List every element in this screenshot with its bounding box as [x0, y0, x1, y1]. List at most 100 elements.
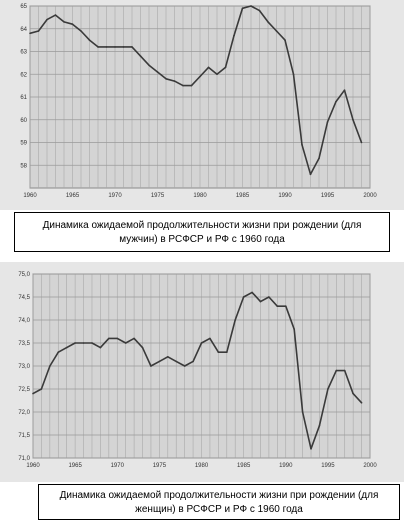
data-point [209, 337, 211, 340]
data-point [259, 300, 262, 303]
series-line [29, 5, 363, 176]
data-point [233, 34, 235, 37]
data-point [54, 14, 57, 16]
data-point [99, 346, 102, 349]
data-point [158, 360, 161, 363]
data-point [63, 21, 65, 23]
data-point [352, 392, 354, 395]
data-point [114, 46, 116, 48]
data-point [32, 392, 34, 395]
data-point [301, 411, 304, 413]
data-point [124, 342, 127, 344]
data-point [175, 360, 178, 363]
data-point [150, 365, 152, 367]
data-point [133, 337, 135, 340]
x-tick-label: 1980 [193, 193, 207, 199]
data-point [267, 21, 269, 23]
data-point [46, 18, 48, 21]
data-point [250, 5, 252, 7]
data-point [183, 365, 186, 367]
x-tick-label: 1975 [153, 463, 167, 469]
data-point [156, 71, 159, 73]
data-point [292, 73, 295, 76]
data-point [216, 73, 218, 76]
data-point [122, 46, 125, 48]
data-point [275, 30, 278, 32]
x-tick-label: 1975 [151, 193, 165, 199]
y-tick-label: 72,5 [18, 387, 30, 393]
data-point [352, 118, 354, 121]
data-point [326, 121, 329, 123]
data-point [199, 75, 201, 78]
data-point [173, 80, 176, 82]
y-tick-label: 74,0 [18, 318, 30, 324]
data-point [284, 39, 286, 41]
x-tick-label: 1960 [26, 463, 40, 469]
x-tick-label: 1970 [108, 193, 122, 199]
y-tick-label: 72,0 [18, 410, 30, 416]
data-point [192, 360, 194, 363]
chart-caption-men: Динамика ожидаемой продолжительности жиз… [14, 212, 390, 252]
data-point [182, 84, 184, 87]
x-tick-label: 1980 [195, 463, 209, 469]
x-tick-label: 1995 [321, 193, 335, 199]
data-point [74, 342, 76, 344]
x-tick-label: 1965 [68, 463, 82, 469]
x-tick-label: 1995 [321, 463, 335, 469]
data-point [309, 173, 312, 176]
x-tick-label: 1990 [279, 463, 293, 469]
data-point [360, 141, 363, 144]
data-point [242, 296, 245, 298]
data-point [343, 369, 346, 372]
x-tick-label: 1985 [237, 463, 251, 469]
data-point [65, 346, 68, 349]
data-point [71, 23, 74, 26]
x-tick-label: 1960 [23, 193, 37, 199]
data-point [225, 351, 228, 353]
y-tick-label: 74,5 [18, 295, 30, 301]
data-point [116, 337, 119, 340]
data-point [360, 402, 363, 404]
data-point [105, 46, 108, 48]
y-tick-label: 64 [20, 27, 27, 33]
data-point [251, 291, 253, 294]
data-point [148, 64, 150, 66]
data-point [141, 346, 144, 349]
data-point [40, 388, 43, 390]
data-point [91, 342, 93, 344]
chart-caption-women: Динамика ожидаемой продолжительности жиз… [38, 484, 400, 520]
data-point [167, 356, 169, 358]
y-tick-label: 63 [20, 50, 27, 56]
data-point [301, 143, 303, 146]
data-point [139, 55, 142, 57]
data-point [88, 39, 91, 41]
y-tick-label: 65 [20, 4, 27, 10]
chart-panel-women: 71,0 71,5 72,0 72,5 73,0 73,5 74,0 74,5 75,0 1960… [0, 262, 404, 482]
chart-men: 58 59 60 61 62 63 64 65 1960 1965 1970 1975 1980 1985… [20, 4, 377, 199]
x-tick-label: 1990 [278, 193, 292, 199]
y-tick-label: 73,0 [18, 364, 30, 370]
data-point [293, 328, 295, 330]
data-point [217, 351, 220, 353]
data-point [318, 425, 321, 427]
y-tick-label: 60 [20, 118, 27, 124]
x-tick-label: 2000 [363, 193, 377, 199]
data-point [207, 66, 210, 69]
data-point [82, 342, 85, 344]
data-point [190, 84, 193, 87]
data-point [258, 9, 261, 12]
y-tick-label: 61 [20, 95, 27, 101]
chart-panel-men: 58 59 60 61 62 63 64 65 1960 1965 1970 1975 1980 1985… [0, 0, 404, 210]
y-tick-label: 73,5 [18, 341, 30, 347]
chart-women: 71,0 71,5 72,0 72,5 73,0 73,5 74,0 74,5 75,0 1960… [18, 272, 377, 469]
data-point [335, 369, 338, 372]
data-point [29, 32, 31, 35]
data-point [335, 100, 337, 103]
y-tick-label: 71,5 [18, 433, 30, 439]
data-point [268, 296, 270, 298]
data-point [276, 305, 279, 307]
y-tick-label: 71,0 [18, 456, 30, 462]
data-point [310, 448, 312, 450]
data-point [224, 66, 227, 69]
data-point [284, 305, 287, 307]
